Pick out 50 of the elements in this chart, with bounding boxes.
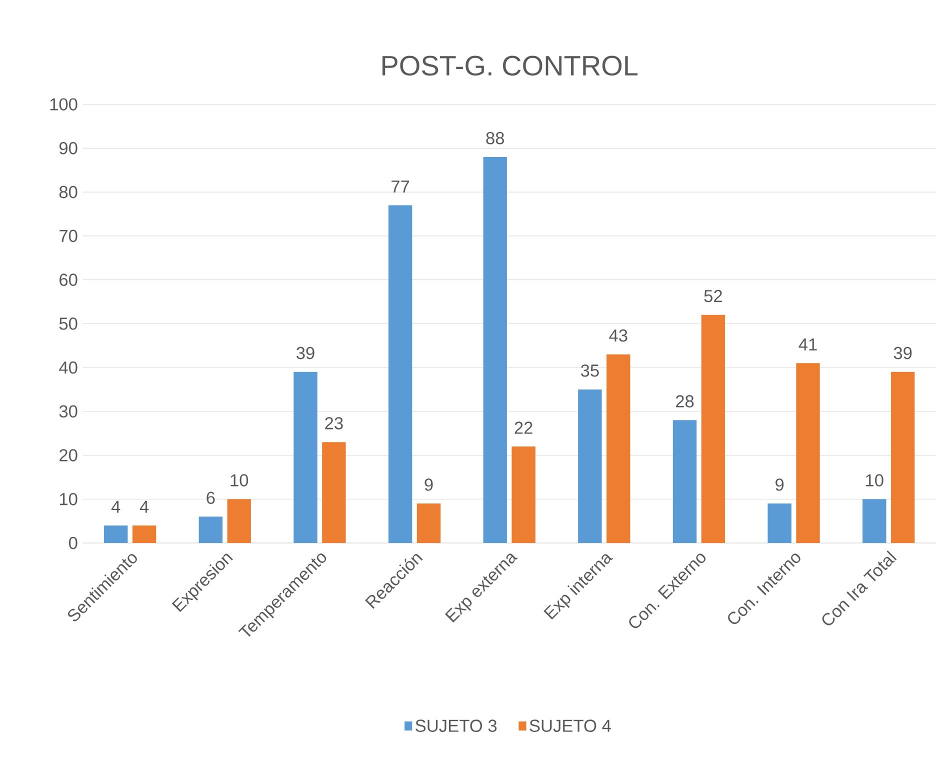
y-tick-label: 40	[59, 361, 78, 374]
bar	[578, 389, 602, 543]
data-label: 22	[514, 422, 532, 434]
data-label: 4	[111, 500, 120, 513]
bar	[416, 504, 441, 543]
data-label: 10	[230, 474, 248, 486]
bar	[198, 516, 223, 543]
data-label: 39	[894, 346, 912, 360]
bar	[104, 525, 128, 543]
bar	[388, 205, 412, 543]
y-tick-label: 20	[60, 449, 78, 462]
data-label: 6	[206, 492, 215, 504]
data-label: 23	[325, 417, 343, 430]
legend-label: SUJETO 4	[530, 720, 611, 732]
y-tick-label: 0	[68, 536, 78, 550]
data-label: 41	[798, 338, 817, 350]
bar	[768, 504, 792, 543]
bar	[862, 499, 886, 543]
bar	[796, 363, 820, 543]
data-label: 10	[866, 474, 884, 486]
y-tick-label: 90	[59, 142, 78, 154]
data-label: 88	[486, 132, 504, 144]
data-label: 9	[424, 478, 433, 491]
data-label: 28	[676, 395, 694, 408]
legend-label: SUJETO 3	[416, 720, 497, 732]
bar	[512, 446, 536, 543]
data-label: 9	[776, 478, 784, 491]
data-label: 35	[580, 364, 599, 377]
y-tick-label: 10	[60, 492, 78, 506]
data-label: 4	[140, 500, 149, 513]
y-tick-label: 30	[59, 405, 78, 418]
data-label: 43	[609, 329, 628, 342]
data-label: 39	[296, 346, 314, 360]
data-label: 52	[704, 290, 722, 302]
bar	[701, 314, 726, 543]
chart-title: POST-G. CONTROL	[382, 56, 638, 76]
bar	[672, 420, 697, 543]
y-tick-label: 100	[50, 98, 78, 110]
bar	[294, 372, 318, 543]
bar	[132, 525, 156, 543]
y-tick-label: 50	[59, 318, 78, 330]
bar	[322, 442, 346, 543]
data-label: 77	[392, 180, 410, 193]
bar	[606, 354, 630, 543]
y-tick-label: 80	[59, 186, 78, 198]
y-tick-label: 60	[60, 274, 78, 286]
bar	[227, 499, 251, 543]
bar	[890, 372, 915, 543]
y-tick-label: 70	[60, 230, 78, 242]
bar	[483, 156, 507, 543]
